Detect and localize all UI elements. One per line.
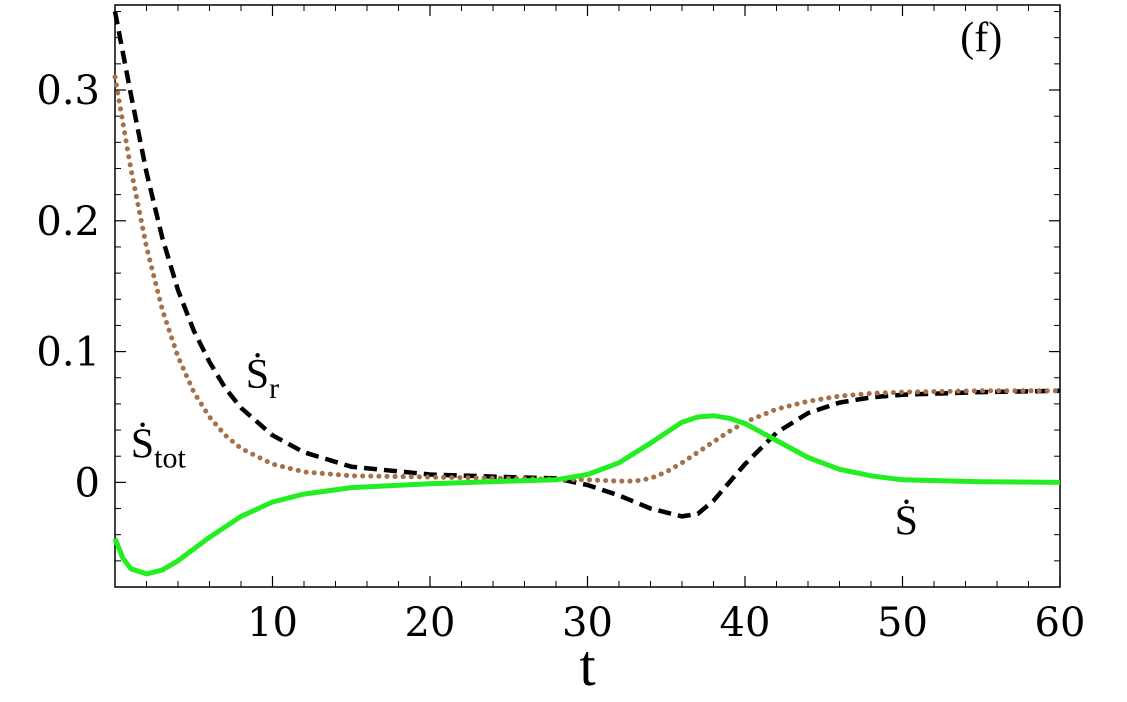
label-s-r-text: Ṡr [246, 352, 279, 405]
y-tick-label: 0.1 [36, 330, 100, 376]
label-s-r: Ṡr [246, 352, 279, 405]
panel-label: (f) [960, 15, 1002, 61]
label-s-r-subscript: r [269, 372, 279, 405]
x-tick-label: 20 [405, 600, 456, 646]
label-s-dot: Ṡ [895, 499, 918, 545]
x-tick-label: 30 [562, 600, 613, 646]
x-axis-title: t [579, 633, 595, 697]
series-line-s-r [112, 11, 1061, 519]
x-tick-label: 40 [720, 600, 771, 646]
label-s-dot-symbol: Ṡ [895, 499, 918, 545]
x-tick-label: 60 [1035, 600, 1086, 646]
x-tick-label: 10 [247, 600, 298, 646]
label-s-tot-text: Ṡtot [131, 422, 187, 475]
label-s-tot-subscript: tot [154, 442, 186, 475]
label-s-r-symbol: Ṡ [246, 352, 269, 398]
series-line-s-tot [112, 74, 1063, 484]
x-tick-label: 50 [877, 600, 928, 646]
label-s-tot: Ṡtot [131, 422, 187, 475]
y-tick-label: 0 [75, 460, 100, 506]
plot-frame [114, 4, 1061, 588]
ticks-layer [115, 5, 1061, 587]
series-line-s-dot [112, 413, 1061, 577]
y-tick-label: 0.3 [36, 68, 100, 114]
label-s-dot-text: Ṡ [895, 499, 918, 545]
y-tick-label: 0.2 [36, 199, 100, 245]
label-s-tot-symbol: Ṡ [131, 422, 154, 468]
series-layer [112, 11, 1063, 577]
